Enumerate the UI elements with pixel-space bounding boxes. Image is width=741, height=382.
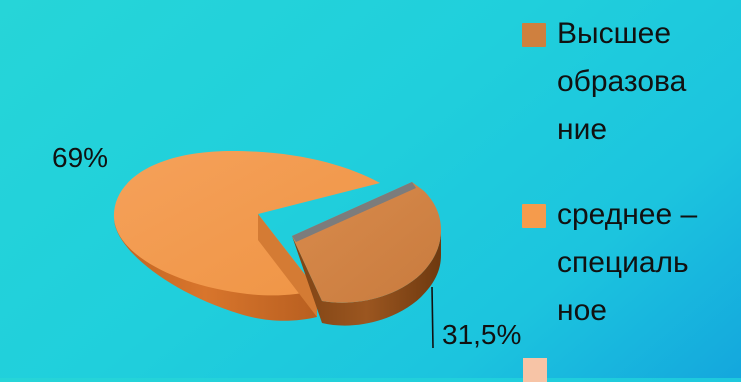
pie-slice-secondary-specialized-inner-side — [258, 214, 317, 317]
legend-label-secondary-specialized-line-2: специаль — [557, 246, 689, 279]
data-label-secondary-specialized: 69% — [52, 142, 109, 173]
legend-label-secondary-specialized-line-1: среднее – — [557, 198, 698, 231]
pie-slice-secondary-specialized-top — [113, 151, 380, 296]
chart-legend: Высшее образова ние среднее – специаль н… — [522, 0, 741, 378]
legend-label-higher-education: Высшее образова ние — [557, 10, 737, 154]
legend-label-higher-education-line-1: Высшее — [557, 17, 672, 50]
pie-slice-higher-education-rim — [292, 182, 416, 242]
pie-slice-higher-education-leader-line — [431, 286, 434, 349]
legend-label-higher-education-line-2: образова — [557, 65, 687, 98]
pie-slice-higher-education — [292, 182, 441, 349]
data-label-higher-education: 31,5% — [442, 319, 522, 350]
legend-label-secondary-specialized-line-3: ное — [557, 294, 607, 327]
legend-swatch-higher-education — [522, 23, 546, 47]
pie-slice-higher-education-side — [292, 230, 441, 326]
legend-label-secondary-specialized: среднее – специаль ное — [557, 191, 737, 335]
legend-swatch-extra — [523, 358, 547, 382]
pie-slice-secondary-specialized — [113, 151, 380, 321]
legend-label-higher-education-line-3: ние — [557, 113, 608, 146]
pie-slice-higher-education-top — [292, 182, 441, 303]
legend-swatch-secondary-specialized — [522, 204, 546, 228]
